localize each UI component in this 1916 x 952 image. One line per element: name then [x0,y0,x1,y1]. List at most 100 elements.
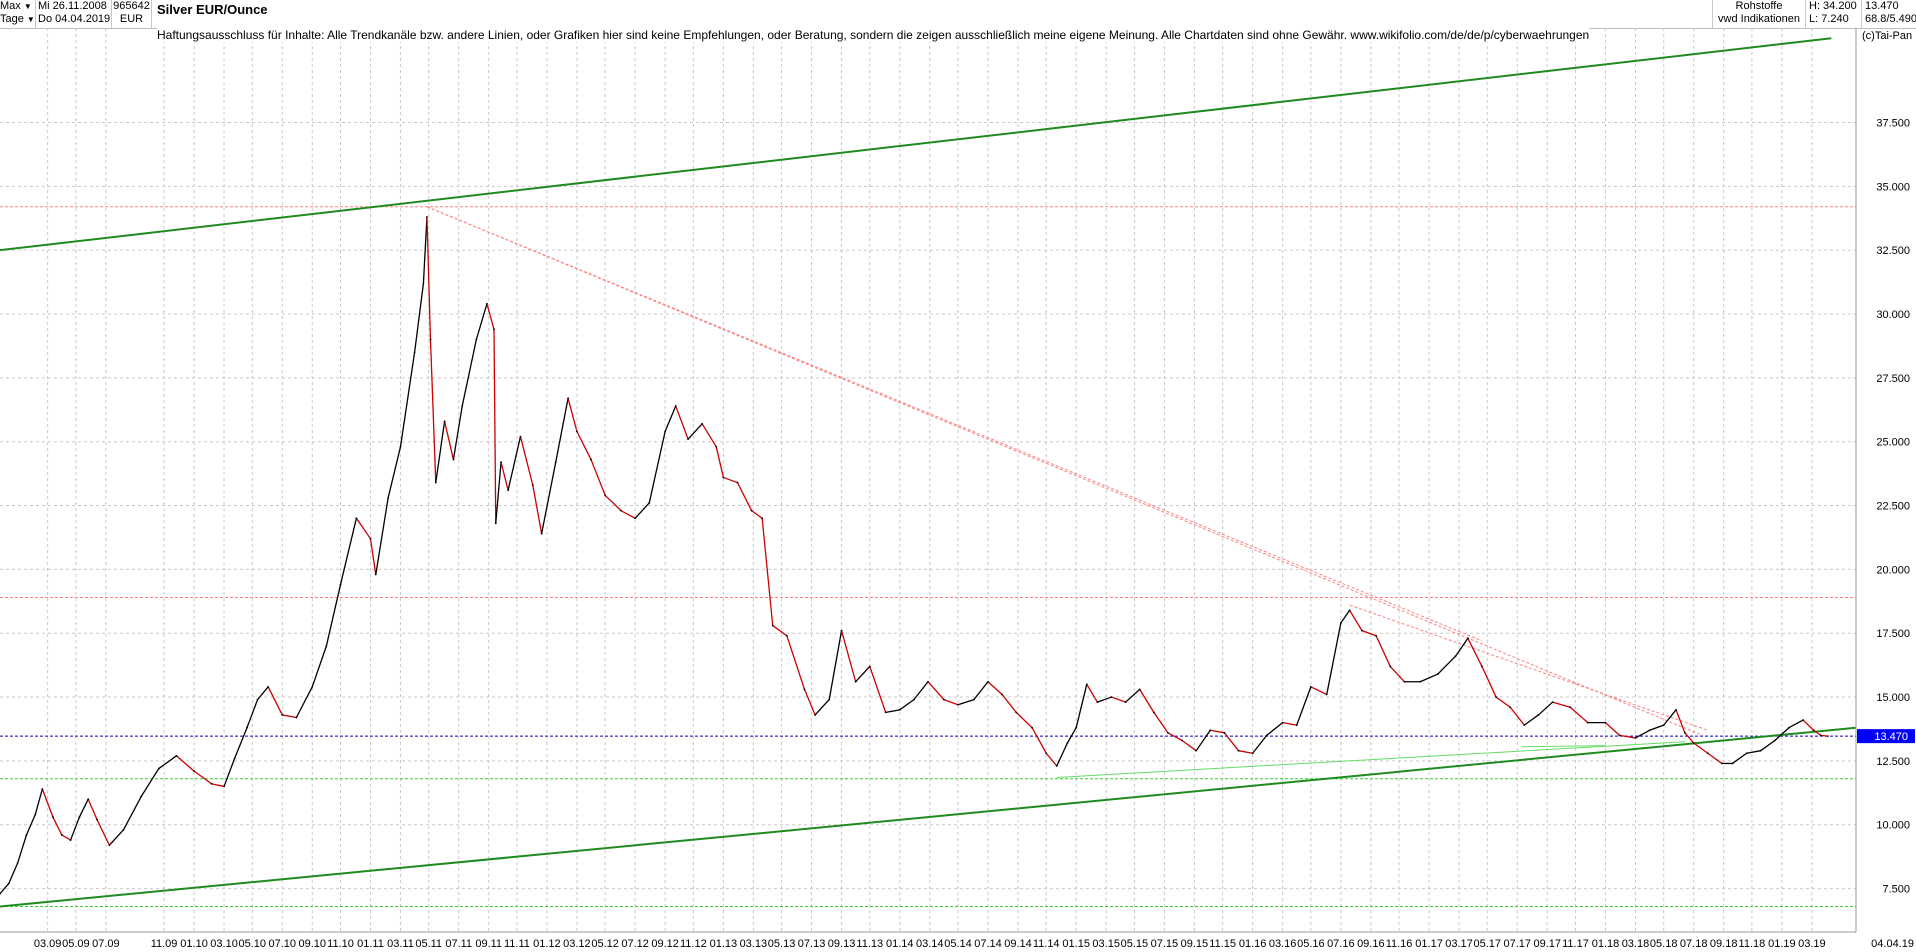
trendline-channel [0,726,1857,908]
price-segment [158,755,177,770]
x-tick-label: 07.14 [974,938,1002,950]
price-segment [1349,609,1363,632]
price-point [1802,719,1804,721]
price-segment [1523,714,1539,726]
x-tick-label: 11.18 [1739,938,1766,950]
price-segment [814,699,830,716]
price-point [426,216,428,218]
price-segment [987,681,1003,695]
x-tick-label: 11.17 [1562,938,1589,950]
x-end-label: 04.04.19 [1871,938,1914,950]
price-point [246,726,248,729]
price-point [957,703,959,706]
last-price-badge [1857,729,1915,744]
price-segment [52,816,63,836]
price-segment [1282,721,1297,726]
x-tick-label: 09.12 [651,938,679,950]
y-tick-label: 25.000 [1876,437,1910,449]
price-segment [211,783,225,788]
x-tick-label: 07.09 [92,938,120,950]
price-point [1481,665,1483,668]
price-point [387,496,390,499]
price-segment [486,303,495,330]
price-point [1138,688,1141,691]
price-point [664,430,667,433]
price-point [429,338,432,341]
price-segment [1802,719,1815,731]
price-segment [339,518,358,585]
y-tick-label: 32.500 [1876,245,1910,257]
price-segment [69,816,80,841]
high-low: H: 34.200 L: 7.240 [1806,0,1862,28]
price-segment [1167,732,1183,742]
price-point [96,818,98,821]
x-tick-label: 05.16 [1297,938,1325,950]
price-segment [435,421,446,483]
price-point [267,685,270,688]
price-point [1375,634,1378,637]
price-segment [399,352,416,447]
trendline-resistance [1349,604,1708,731]
price-segment [1125,688,1141,703]
price-segment [1552,701,1571,708]
x-tick-label: 07.15 [1151,938,1179,950]
x-tick-label: 11.09 [151,938,178,950]
price-point [1015,711,1018,714]
data-source: Rohstoffe vwd Indikationen [1712,0,1806,28]
trendline-resistance [426,206,1703,736]
price-segment [1153,712,1169,734]
date-end[interactable]: Do 04.04.2019 [38,13,111,25]
price-segment [1375,635,1391,667]
price-segment [761,518,774,626]
price-point [493,328,495,331]
price-segment [1086,683,1098,703]
price-segment [1732,752,1747,764]
price-point [1683,731,1686,734]
price-point [1675,708,1677,711]
price-point [1586,721,1589,724]
price-segment [555,398,569,463]
date-start[interactable]: Mi 26.11.2008 [38,0,107,12]
price-point [1309,685,1312,688]
price-segment [493,329,497,524]
price-point [1265,734,1268,737]
price-segment [1181,739,1197,752]
horizontal-levels [0,206,1856,907]
price-point [803,688,806,691]
grid [0,28,1856,932]
price-segment [1340,609,1351,624]
price-segment [1437,655,1456,675]
range-select-value: Max [0,0,21,12]
price-point [840,629,843,632]
price-point [1773,739,1776,742]
range-select[interactable]: Max ▼ [0,0,35,13]
price-segment [475,303,488,340]
price-point [519,435,522,438]
y-tick-label: 30.000 [1876,309,1910,321]
price-segment [461,339,477,407]
price-point [540,532,543,535]
price-segment [193,770,213,785]
price-point [1096,701,1099,704]
price-point [1604,721,1607,724]
price-point [108,844,111,847]
price-segment [576,431,592,460]
price-point [140,795,143,798]
price-point [674,405,677,407]
price-point [1466,637,1469,640]
interval-select[interactable]: Tage ▼ [0,13,35,26]
price-segment [1075,684,1088,728]
price-point [0,892,1,895]
x-tick-label: 11.11 [504,938,530,950]
price-point [1167,731,1169,734]
y-tick-label: 37.500 [1876,117,1910,129]
price-point [422,282,425,285]
price-point [1819,734,1822,737]
price-point [814,714,816,716]
price-segment [701,423,717,448]
currency-label: EUR [119,13,144,25]
price-segment [855,665,871,683]
x-tick-label: 09.17 [1533,938,1561,950]
price-point [369,537,372,540]
